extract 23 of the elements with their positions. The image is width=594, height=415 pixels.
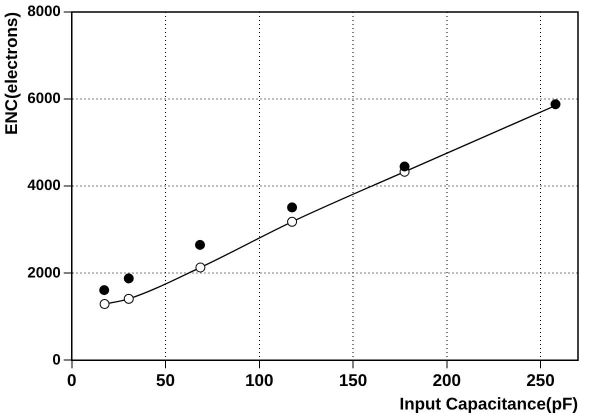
x-tick-label: 100 [245,371,274,390]
point [550,99,560,110]
point [124,273,134,284]
x-tick-label: 200 [432,371,461,390]
x-axis-title: Input Capacitance(pF) [399,394,578,414]
y-axis-title: ENC(electrons) [2,12,21,135]
point [99,285,110,296]
point [195,262,206,272]
y-tick-label: 0 [52,351,61,368]
x-tick-label: 250 [526,371,555,390]
point [195,240,206,250]
y-tick-label: 8000 [27,3,61,20]
x-tick-label: 150 [338,371,368,390]
x-tick-label: 50 [156,371,175,390]
y-tick-label: 2000 [27,264,61,282]
x-tick-label: 0 [67,371,77,390]
y-tick-label: 4000 [27,177,61,194]
point [400,162,410,172]
y-tick-label: 6000 [27,90,61,108]
point [287,216,298,227]
point [287,202,298,212]
point [100,299,110,310]
point [124,294,134,304]
